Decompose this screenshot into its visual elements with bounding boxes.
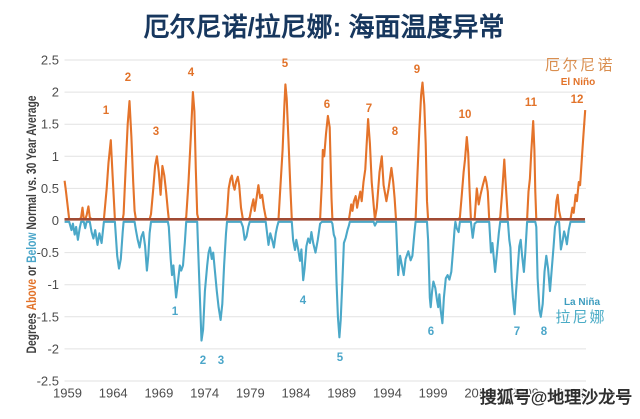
svg-text:5: 5 xyxy=(282,58,289,70)
svg-text:厄尔尼诺: 厄尔尼诺 xyxy=(545,57,615,74)
svg-text:La Niña: La Niña xyxy=(564,297,601,308)
svg-text:-0.5: -0.5 xyxy=(37,245,59,260)
svg-text:7: 7 xyxy=(366,103,372,115)
svg-text:8: 8 xyxy=(541,326,548,338)
svg-text:拉尼娜: 拉尼娜 xyxy=(555,309,606,326)
svg-text:2: 2 xyxy=(52,85,59,100)
svg-text:6: 6 xyxy=(324,99,330,111)
svg-text:El Niño: El Niño xyxy=(561,77,595,88)
svg-text:0: 0 xyxy=(52,213,59,228)
svg-text:2.5: 2.5 xyxy=(41,53,59,68)
svg-text:Degrees Above or Below Normal: Degrees Above or Below Normal vs. 30 Yea… xyxy=(23,95,39,353)
svg-text:10: 10 xyxy=(459,109,472,121)
svg-text:-2.5: -2.5 xyxy=(37,374,59,389)
svg-text:1: 1 xyxy=(172,306,179,318)
svg-text:9: 9 xyxy=(414,64,420,76)
svg-text:1984: 1984 xyxy=(282,386,311,401)
svg-text:-2: -2 xyxy=(47,341,59,356)
svg-text:5: 5 xyxy=(337,352,344,364)
svg-text:1964: 1964 xyxy=(99,386,128,401)
svg-text:12: 12 xyxy=(571,94,584,106)
svg-text:2: 2 xyxy=(200,355,206,367)
svg-text:1994: 1994 xyxy=(373,386,402,401)
svg-text:3: 3 xyxy=(153,126,159,138)
svg-text:1999: 1999 xyxy=(419,386,448,401)
svg-text:2009: 2009 xyxy=(510,386,539,401)
svg-text:2014: 2014 xyxy=(556,386,585,401)
svg-text:3: 3 xyxy=(218,355,224,367)
svg-text:1969: 1969 xyxy=(144,386,173,401)
svg-text:1979: 1979 xyxy=(236,386,265,401)
svg-text:1: 1 xyxy=(52,149,59,164)
svg-text:4: 4 xyxy=(300,295,307,307)
svg-text:1.5: 1.5 xyxy=(41,117,59,132)
svg-text:11: 11 xyxy=(525,97,538,109)
svg-text:1974: 1974 xyxy=(190,386,219,401)
svg-text:2004: 2004 xyxy=(464,386,493,401)
svg-text:7: 7 xyxy=(514,326,520,338)
svg-text:6: 6 xyxy=(428,326,434,338)
svg-text:1: 1 xyxy=(103,105,110,117)
svg-text:厄尔尼诺/拉尼娜: 海面温度异常: 厄尔尼诺/拉尼娜: 海面温度异常 xyxy=(143,12,504,42)
svg-text:1989: 1989 xyxy=(327,386,356,401)
svg-text:4: 4 xyxy=(188,67,195,79)
svg-text:1959: 1959 xyxy=(53,386,82,401)
svg-text:-1.5: -1.5 xyxy=(37,309,59,324)
svg-text:-1: -1 xyxy=(47,277,59,292)
svg-text:8: 8 xyxy=(392,126,399,138)
svg-text:搜狐号@地理沙龙号: 搜狐号@地理沙龙号 xyxy=(480,387,633,407)
svg-text:2: 2 xyxy=(125,72,131,84)
svg-text:0.5: 0.5 xyxy=(41,181,59,196)
